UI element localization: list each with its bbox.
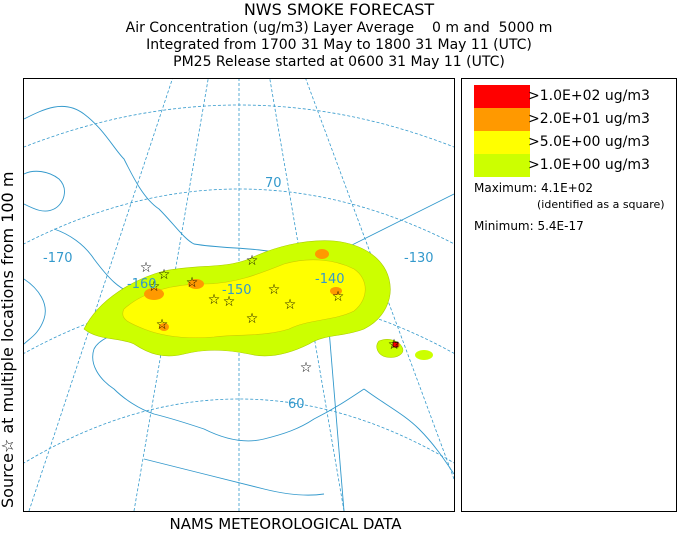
source-star: ☆ [148,279,161,295]
smoke-plume [83,240,433,360]
source-star: ☆ [223,294,236,310]
source-star: ☆ [246,253,259,269]
legend-row: >1.0E+02 ug/m3 [474,85,674,108]
legend-label: >1.0E+02 ug/m3 [528,88,650,104]
legend-label: >1.0E+00 ug/m3 [528,157,650,173]
plume-level-2 [122,259,366,339]
lon-label-140: -140 [315,272,345,287]
legend-label: >5.0E+00 ug/m3 [528,134,650,150]
plume-level-3-a [188,279,204,289]
forecast-subtitle-release: PM25 Release started at 0600 31 May 11 (… [173,54,505,70]
legend-row: >5.0E+00 ug/m3 [474,131,674,154]
chukotka-coast [24,170,65,212]
russia-coast [24,278,46,345]
lon-label-150: -150 [222,283,252,298]
legend-minimum: Minimum: 5.4E-17 [474,219,584,233]
source-star: ☆ [332,289,345,305]
legend-row: >2.0E+01 ug/m3 [474,108,674,131]
panhandle-coast [363,388,454,475]
map-panel: ☆ ☆ ☆ ☆ ☆ ☆ ☆ ☆ ☆ ☆ ☆ ☆ ☆ ☆ 70 60 -170 -… [23,78,455,512]
legend-swatch-lime [474,154,530,177]
plume-level-3-b [315,249,329,259]
source-star: ☆ [208,292,221,308]
source-star: ☆ [284,297,297,313]
arctic-coast [24,105,454,257]
legend-row: >1.0E+00 ug/m3 [474,154,674,177]
forecast-title: NWS SMOKE FORECAST [243,0,435,19]
lat-label-70: 70 [265,176,282,191]
aleutian-chain [143,458,325,496]
source-star: ☆ [140,260,153,276]
coastlines [24,105,454,511]
source-markers: ☆ ☆ ☆ ☆ ☆ ☆ ☆ ☆ ☆ ☆ ☆ ☆ ☆ ☆ [140,253,401,376]
lon-label-160: -160 [127,277,157,292]
plume-level-3-d [159,323,169,331]
lat-label-60: 60 [288,397,305,412]
lon-label-170: -170 [43,251,73,266]
alaska-south-coast [92,348,365,442]
legend-swatch-red [474,85,530,108]
source-star: ☆ [246,311,259,327]
plume-level-2-east [302,277,346,305]
source-star: ☆ [158,267,171,283]
legend-panel: >1.0E+02 ug/m3 >2.0E+01 ug/m3 >5.0E+00 u… [461,78,677,512]
lon-line-170 [28,79,173,511]
legend-maximum: Maximum: 4.1E+02 [474,181,593,195]
plume-level-3-c [330,287,342,295]
lat-line-60 [24,398,454,464]
legend-swatch-yellow [474,131,530,154]
smoke-map: ☆ ☆ ☆ ☆ ☆ ☆ ☆ ☆ ☆ ☆ ☆ ☆ ☆ ☆ 70 60 -170 -… [24,79,454,511]
legend-label: >2.0E+01 ug/m3 [528,111,650,127]
source-star: ☆ [156,317,169,333]
source-side-label: Source☆ at multiple locations from 100 m [0,172,17,508]
forecast-subtitle-integration: Integrated from 1700 31 May to 1800 31 M… [146,37,532,53]
plume-far-southeast [415,350,433,360]
forecast-subtitle-concentration: Air Concentration (ug/m3) Layer Average … [125,20,553,36]
maximum-square [392,341,399,348]
plume-level-3-west [144,288,164,300]
source-star: ☆ [388,337,401,353]
legend-swatch-orange [474,108,530,131]
lon-label-130: -130 [404,251,434,266]
graticule-labels: 70 60 -170 -160 -150 -140 -130 [43,176,434,412]
source-star: ☆ [300,360,313,376]
legend-maximum-note: (identified as a square) [537,198,665,211]
source-star: ☆ [186,275,199,291]
met-data-label: NAMS METEOROLOGICAL DATA [169,515,402,533]
source-star: ☆ [268,282,281,298]
